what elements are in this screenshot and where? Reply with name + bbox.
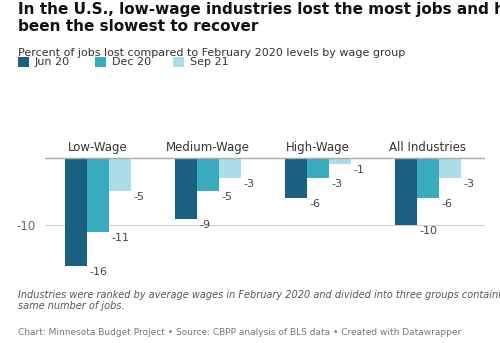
Text: -6: -6 [309, 199, 320, 209]
Text: -11: -11 [111, 233, 129, 243]
Text: -1: -1 [353, 165, 364, 175]
Bar [218, 157, 240, 178]
Text: Low-Wage: Low-Wage [68, 141, 128, 154]
Text: -9: -9 [199, 220, 210, 229]
Text: -6: -6 [441, 199, 452, 209]
Text: In the U.S., low-wage industries lost the most jobs and have: In the U.S., low-wage industries lost th… [18, 2, 500, 17]
Text: -3: -3 [243, 179, 254, 189]
Text: Medium-Wage: Medium-Wage [166, 141, 250, 154]
Text: been the slowest to recover: been the slowest to recover [18, 19, 258, 34]
Text: -10: -10 [419, 226, 437, 236]
Text: Percent of jobs lost compared to February 2020 levels by wage group: Percent of jobs lost compared to Februar… [18, 48, 405, 58]
Text: -5: -5 [221, 192, 232, 202]
Bar [306, 157, 328, 178]
Bar [416, 157, 438, 198]
Bar [196, 157, 218, 191]
Bar [284, 157, 306, 198]
Bar [174, 157, 197, 218]
Bar [86, 157, 108, 232]
Bar [108, 157, 130, 191]
Text: -16: -16 [89, 267, 107, 277]
Text: Industries were ranked by average wages in February 2020 and divided into three : Industries were ranked by average wages … [18, 290, 500, 311]
Text: -3: -3 [331, 179, 342, 189]
Text: Dec 20: Dec 20 [112, 57, 151, 67]
Text: Chart: Minnesota Budget Project • Source: CBPP analysis of BLS data • Created wi: Chart: Minnesota Budget Project • Source… [18, 328, 461, 336]
Text: -3: -3 [463, 179, 474, 189]
Bar [64, 157, 86, 266]
Text: High-Wage: High-Wage [286, 141, 350, 154]
Bar [394, 157, 416, 225]
Text: All Industries: All Industries [389, 141, 466, 154]
Text: Jun 20: Jun 20 [34, 57, 70, 67]
Text: -5: -5 [133, 192, 144, 202]
Bar [328, 157, 350, 164]
Bar [438, 157, 460, 178]
Text: Sep 21: Sep 21 [190, 57, 228, 67]
